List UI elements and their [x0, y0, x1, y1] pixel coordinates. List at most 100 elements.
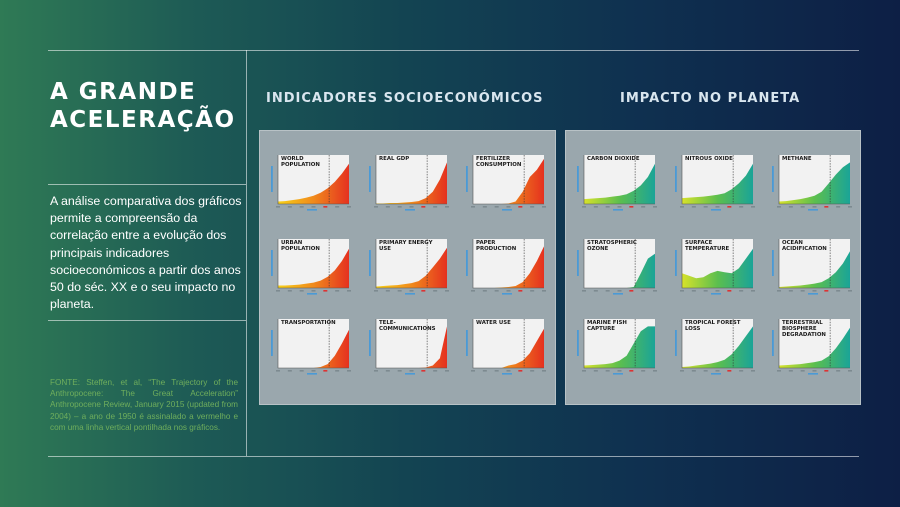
x-tick — [542, 206, 546, 208]
x-tick — [482, 206, 487, 208]
x-tick — [727, 290, 732, 292]
socio-chart-real-gdp: REAL GDP — [367, 152, 453, 212]
axes — [778, 155, 850, 205]
section-title-socio: INDICADORES SOCIOECONÓMICOS — [266, 91, 544, 106]
x-tick — [323, 206, 328, 208]
x-tick — [311, 370, 316, 372]
bottom-rule — [48, 456, 859, 457]
axes — [277, 319, 349, 369]
x-tick — [409, 206, 414, 208]
x-tick — [433, 206, 438, 208]
series-area — [376, 326, 447, 368]
x-tick — [739, 370, 744, 372]
mini-chart-svg — [466, 319, 546, 375]
x-tick — [653, 206, 657, 208]
x-tick — [518, 370, 523, 372]
left-rule-1 — [48, 184, 246, 185]
x-tick — [848, 370, 852, 372]
x-tick — [385, 290, 390, 292]
axes — [375, 239, 447, 289]
section-title-planet: IMPACTO NO PLANETA — [620, 91, 801, 106]
x-tick — [445, 290, 449, 292]
plot-area — [376, 319, 447, 368]
series-area — [779, 327, 850, 368]
x-tick — [727, 206, 732, 208]
mini-chart-svg — [577, 239, 657, 295]
x-axis-label — [613, 373, 623, 375]
series-area — [278, 329, 349, 368]
x-tick — [751, 370, 755, 372]
mini-chart-title: WATER USE — [476, 320, 511, 326]
x-tick — [800, 290, 805, 292]
axes — [277, 155, 349, 205]
mini-chart-svg — [271, 155, 351, 211]
x-tick — [703, 370, 708, 372]
x-tick — [629, 206, 634, 208]
x-tick — [421, 206, 426, 208]
x-tick — [506, 370, 511, 372]
axes — [583, 239, 655, 289]
series-area — [779, 162, 850, 204]
planet-chart-terrestrial-biosphere-degradation: TERRESTRIAL BIOSPHERE DEGRADATION — [770, 316, 856, 376]
mini-chart-svg — [772, 319, 852, 375]
x-tick — [836, 290, 841, 292]
x-axis-label — [711, 293, 721, 295]
y-axis-label — [369, 166, 371, 192]
x-tick — [433, 290, 438, 292]
mini-chart-title: METHANE — [782, 156, 812, 162]
x-axis-label — [405, 293, 415, 295]
series-area — [376, 162, 447, 204]
x-tick — [542, 370, 546, 372]
x-tick — [824, 290, 829, 292]
x-tick — [276, 290, 280, 292]
x-tick — [800, 206, 805, 208]
mini-chart-svg — [772, 239, 852, 295]
x-tick — [691, 290, 696, 292]
x-axis-label — [808, 209, 818, 211]
source-note: FONTE: Steffen, et al, “The Trajectory o… — [50, 378, 238, 432]
axes — [583, 319, 655, 369]
mini-chart-svg — [271, 239, 351, 295]
mini-chart-svg — [369, 239, 449, 295]
x-tick — [323, 290, 328, 292]
socio-chart-world-population: WORLD POPULATION — [269, 152, 355, 212]
x-tick — [788, 370, 793, 372]
planet-chart-tropical-forest-loss: TROPICAL FOREST LOSS — [673, 316, 759, 376]
x-tick — [836, 206, 841, 208]
x-tick — [593, 206, 598, 208]
socio-chart-transportation: TRANSPORTATION — [269, 316, 355, 376]
socio-chart-fertilizer-consumption: FERTILIZER CONSUMPTION — [464, 152, 550, 212]
x-tick — [299, 370, 304, 372]
x-tick — [691, 206, 696, 208]
x-tick — [605, 206, 610, 208]
x-tick — [530, 206, 535, 208]
x-tick — [739, 290, 744, 292]
x-tick — [287, 370, 292, 372]
x-tick — [824, 206, 829, 208]
series-area — [473, 158, 544, 204]
x-tick — [385, 206, 390, 208]
planet-chart-methane: METHANE — [770, 152, 856, 212]
axes — [778, 319, 850, 369]
x-tick — [617, 290, 622, 292]
socio-chart-urban-population: URBAN POPULATION — [269, 236, 355, 296]
axes — [778, 239, 850, 289]
y-axis-label — [772, 330, 774, 356]
x-tick — [582, 370, 586, 372]
x-tick — [751, 206, 755, 208]
axes — [583, 155, 655, 205]
x-tick — [812, 370, 817, 372]
y-axis-label — [271, 330, 273, 356]
y-axis-label — [369, 250, 371, 276]
planet-chart-surface-temperature: SURFACE TEMPERATURE — [673, 236, 759, 296]
x-tick — [494, 206, 499, 208]
planet-chart-ocean-acidification: OCEAN ACIDIFICATION — [770, 236, 856, 296]
x-tick — [593, 370, 598, 372]
x-axis-label — [613, 293, 623, 295]
mini-chart-title: PAPER PRODUCTION — [476, 240, 517, 253]
mini-chart-title: FERTILIZER CONSUMPTION — [476, 156, 522, 169]
x-tick — [482, 370, 487, 372]
series-area — [278, 248, 349, 288]
series-area — [682, 248, 753, 288]
mini-chart-svg — [271, 319, 351, 375]
